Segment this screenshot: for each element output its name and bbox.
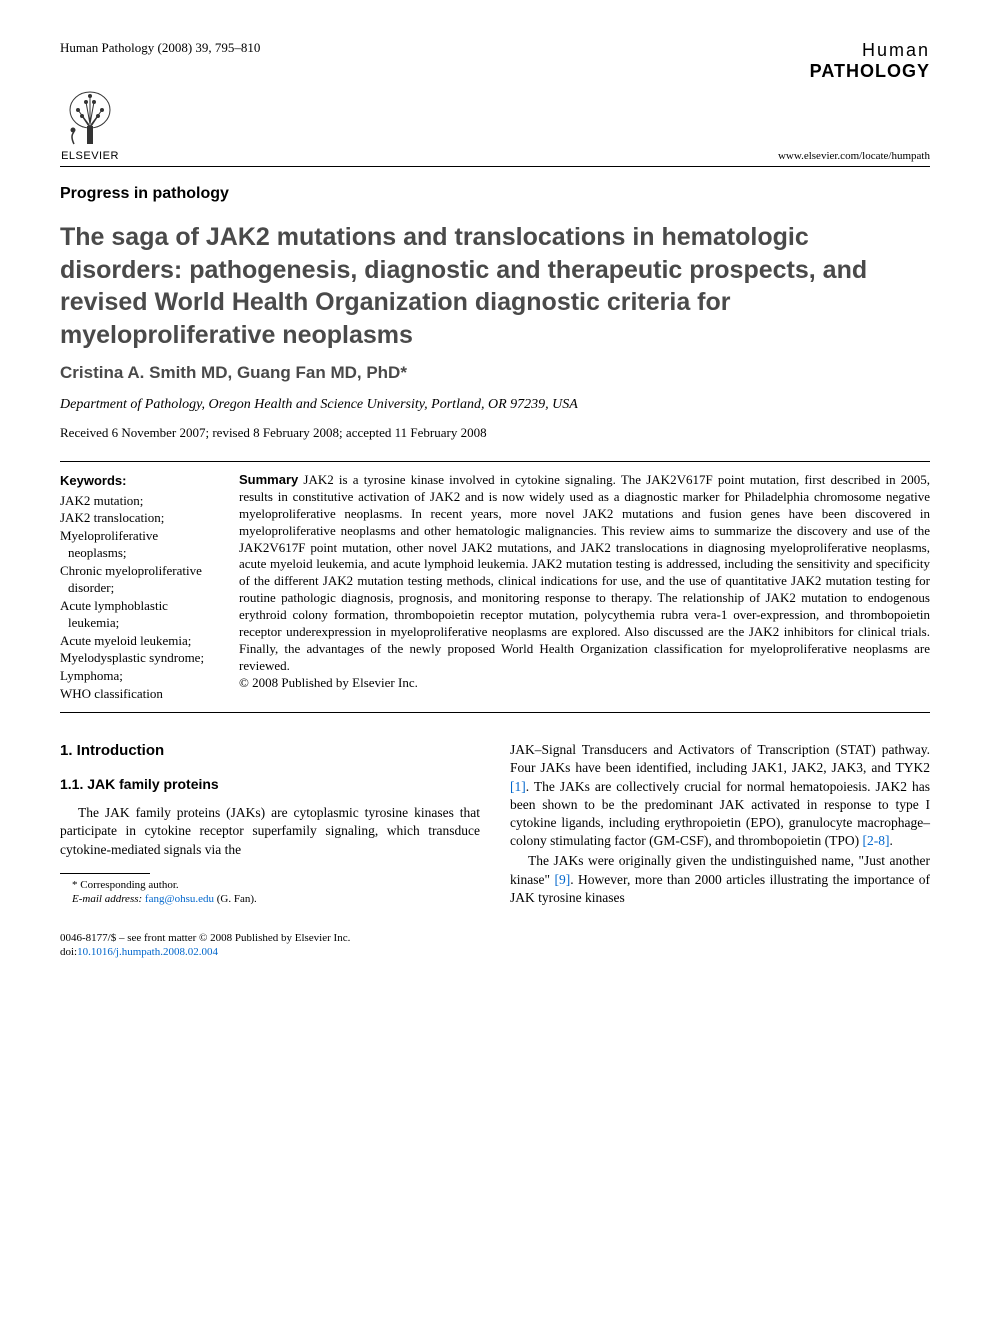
summary-column: Summary JAK2 is a tyrosine kinase involv… [239, 472, 930, 702]
reference-link[interactable]: [1] [510, 779, 526, 794]
summary-title: Summary [239, 472, 298, 487]
doi-line: doi:10.1016/j.humpath.2008.02.004 [60, 945, 480, 959]
publisher-row: ELSEVIER www.elsevier.com/locate/humpath [60, 88, 930, 167]
author-email-link[interactable]: fang@ohsu.edu [145, 893, 214, 905]
summary-copyright: © 2008 Published by Elsevier Inc. [239, 675, 930, 692]
keyword-item: Acute myeloid leukemia; [68, 632, 215, 650]
elsevier-tree-icon [60, 88, 120, 148]
keyword-item: JAK2 translocation; [68, 509, 215, 527]
citation-text: Human Pathology (2008) 39, 795–810 [60, 40, 260, 56]
journal-brand: Human PATHOLOGY [810, 40, 930, 82]
front-matter-line: 0046-8177/$ – see front matter © 2008 Pu… [60, 931, 480, 945]
article-affiliation: Department of Pathology, Oregon Health a… [60, 397, 930, 413]
keyword-item: Myelodysplastic syndrome; [68, 649, 215, 667]
footnote-rule [60, 873, 150, 874]
right-column: JAK–Signal Transducers and Activators of… [510, 741, 930, 959]
keyword-item: JAK2 mutation; [68, 492, 215, 510]
reference-link[interactable]: [9] [554, 872, 570, 887]
journal-name-line1: Human [810, 40, 930, 61]
bottom-meta: 0046-8177/$ – see front matter © 2008 Pu… [60, 931, 480, 960]
elsevier-logo: ELSEVIER [60, 88, 120, 162]
section-heading-1: 1. Introduction [60, 741, 480, 761]
section-heading-1-1: 1.1. JAK family proteins [60, 775, 480, 794]
doi-link[interactable]: 10.1016/j.humpath.2008.02.004 [77, 946, 218, 958]
keywords-title: Keywords: [60, 472, 215, 490]
keyword-item: Acute lymphoblastic leukemia; [68, 597, 215, 632]
body-paragraph: JAK–Signal Transducers and Activators of… [510, 741, 930, 850]
email-footnote: E-mail address: fang@ohsu.edu (G. Fan). [60, 892, 480, 906]
keyword-item: WHO classification [68, 685, 215, 703]
journal-url[interactable]: www.elsevier.com/locate/humpath [778, 150, 930, 162]
keywords-column: Keywords: JAK2 mutation; JAK2 translocat… [60, 472, 215, 702]
corresponding-author-note: * Corresponding author. [60, 878, 480, 892]
body-text: JAK–Signal Transducers and Activators of… [510, 742, 930, 775]
body-text: . [889, 833, 892, 848]
left-column: 1. Introduction 1.1. JAK family proteins… [60, 741, 480, 959]
reference-link[interactable]: [2-8] [862, 833, 889, 848]
body-paragraph: The JAK family proteins (JAKs) are cytop… [60, 804, 480, 859]
body-columns: 1. Introduction 1.1. JAK family proteins… [60, 741, 930, 959]
publisher-name: ELSEVIER [61, 150, 119, 162]
header-row: Human Pathology (2008) 39, 795–810 Human… [60, 40, 930, 82]
body-paragraph: The JAKs were originally given the undis… [510, 852, 930, 907]
article-section-type: Progress in pathology [60, 185, 930, 203]
keyword-item: Myeloproliferative neoplasms; [68, 527, 215, 562]
doi-label: doi: [60, 946, 77, 958]
article-dates: Received 6 November 2007; revised 8 Febr… [60, 425, 930, 441]
article-title: The saga of JAK2 mutations and transloca… [60, 221, 930, 351]
keyword-item: Lymphoma; [68, 667, 215, 685]
article-authors: Cristina A. Smith MD, Guang Fan MD, PhD* [60, 363, 930, 383]
email-name: (G. Fan). [214, 893, 257, 905]
summary-text: JAK2 is a tyrosine kinase involved in cy… [239, 472, 930, 673]
journal-name-line2: PATHOLOGY [810, 61, 930, 82]
email-label: E-mail address: [72, 893, 145, 905]
body-text: . However, more than 2000 articles illus… [510, 872, 930, 905]
abstract-block: Keywords: JAK2 mutation; JAK2 translocat… [60, 461, 930, 713]
keyword-item: Chronic myeloproliferative disorder; [68, 562, 215, 597]
